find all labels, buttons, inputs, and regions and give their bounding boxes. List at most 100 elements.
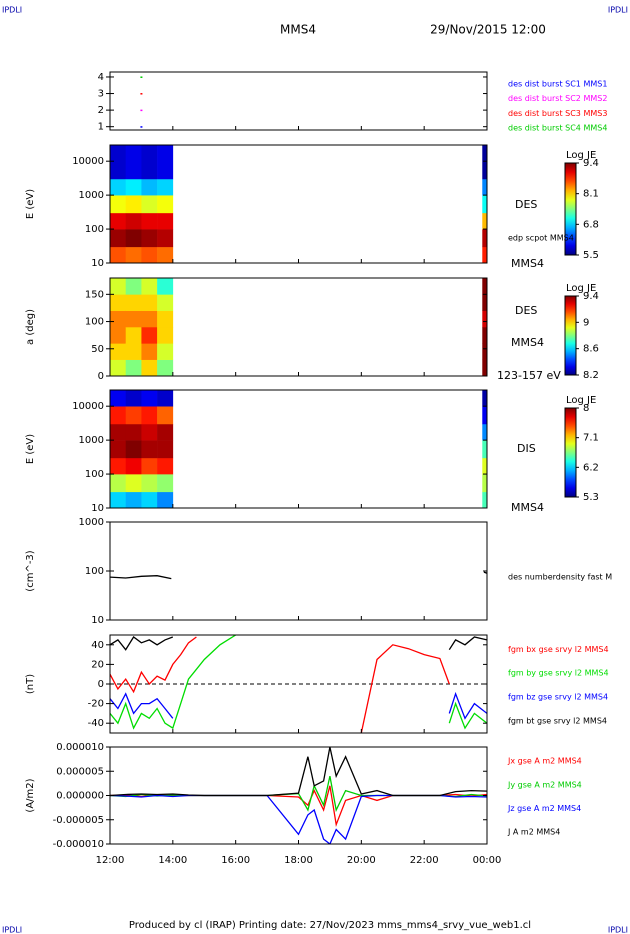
heat-cell [157,195,174,214]
heat-cell [110,195,127,214]
plot-area [110,278,487,376]
heat-cell [125,327,142,344]
annotation: edp scpot MMS4 [508,234,574,243]
heat-cell [157,343,174,360]
heat-cell [141,359,158,376]
y-tick-label: 10000 [72,401,104,412]
heat-cell [157,491,174,508]
heat-cell [110,491,127,508]
heat-cell [157,278,174,295]
heat-cell [110,423,127,441]
heat-cell [110,474,127,493]
heat-cell [482,440,487,459]
y-axis-label: (cm^-3) [25,550,36,591]
heat-cell [482,145,487,180]
heat-cell [482,457,487,475]
heat-cell [482,195,487,214]
panel-frame [109,277,488,377]
legend-entry: des dist burst SC1 MMS1 [508,80,607,89]
corner-mark: IPDLI [2,926,22,934]
annotation: 123-157 eV [497,369,561,382]
heat-cell [482,294,487,311]
y-tick-label: 3 [98,89,104,100]
y-tick-label: 0 [98,371,104,382]
series-line [110,635,487,730]
colorbar [564,407,577,498]
heat-cell [157,178,174,196]
heat-cell [482,327,487,344]
panel-frame [109,521,488,621]
heat-cell [482,212,487,230]
y-tick-label: 0.000000 [56,791,104,802]
heat-cell [141,212,158,230]
colorbar-tick-label: 8.6 [583,344,599,355]
y-tick-label: 1000 [79,517,104,528]
y-tick-label: 10 [91,258,104,269]
heat-cell [125,246,142,263]
y-tick-label: 1000 [79,190,104,201]
legend-entry: des dist burst SC3 MMS3 [508,109,607,118]
heat-cell [125,423,142,441]
x-tick-label: 22:00 [410,855,439,866]
point [140,109,143,112]
heat-cell [125,278,142,295]
y-axis-label: E (eV) [25,189,36,219]
annotation: DIS [517,442,536,455]
colorbar-tick-label: 9.4 [583,158,599,169]
heat-cell [110,229,127,248]
y-tick-label: -40 [88,718,104,729]
colorbar-tick-label: 8.2 [583,370,599,381]
heat-cell [125,310,142,328]
legend-entry: fgm by gse srvy l2 MMS4 [508,669,609,678]
heat-cell [110,145,127,180]
heat-cell [141,195,158,214]
heat-cell [110,457,127,475]
series-line [110,691,487,720]
legend-entry: Jx gse A m2 MMS4 [507,757,582,766]
heat-cell [141,145,158,180]
point [140,93,143,95]
panel-frame [109,71,488,131]
date: 29/Nov/2015 12:00 [430,23,546,37]
panel-frame [109,144,488,264]
plot-area [110,390,487,508]
y-axis-label: (A/m2) [25,778,36,812]
legend-entry: fgm bx gse srvy l2 MMS4 [508,645,609,654]
heat-cell [482,246,487,263]
point [140,76,143,78]
y-tick-label: 100 [85,566,104,577]
colorbar [564,295,577,376]
heat-cell [110,310,127,328]
y-tick-label: 1000 [79,435,104,446]
y-tick-label: 10 [91,615,104,626]
colorbar-label: Log JE [566,395,596,406]
legend-entry: fgm bt gse srvy l2 MMS4 [508,717,607,726]
legend-entry: des dist burst SC2 MMS2 [508,94,607,103]
y-tick-label: 100 [85,317,104,328]
heat-cell [157,474,174,493]
annotation: DES [515,198,537,211]
corner-mark: IPDLI [608,926,628,934]
heat-cell [125,359,142,376]
heat-cell [482,390,487,407]
colorbar-tick-label: 9.4 [583,291,599,302]
plot-area [110,747,487,844]
heat-cell [482,491,487,508]
heat-cell [110,246,127,263]
y-tick-label: 0.000010 [56,742,104,753]
y-axis-label: E (eV) [25,434,36,464]
series-line [110,636,487,651]
heat-cell [157,229,174,248]
y-tick-label: 10000 [72,156,104,167]
heat-cell [482,474,487,493]
series-line [110,571,487,580]
legend-entry: des numberdensity fast M [508,573,612,582]
colorbar-tick-label: 6.2 [583,462,599,473]
heat-cell [125,406,142,425]
heat-cell [141,474,158,493]
heat-cell [141,229,158,248]
heat-cell [110,212,127,230]
y-tick-label: 1 [98,122,104,133]
title: MMS4 [280,23,316,37]
y-tick-label: 4 [98,72,104,83]
